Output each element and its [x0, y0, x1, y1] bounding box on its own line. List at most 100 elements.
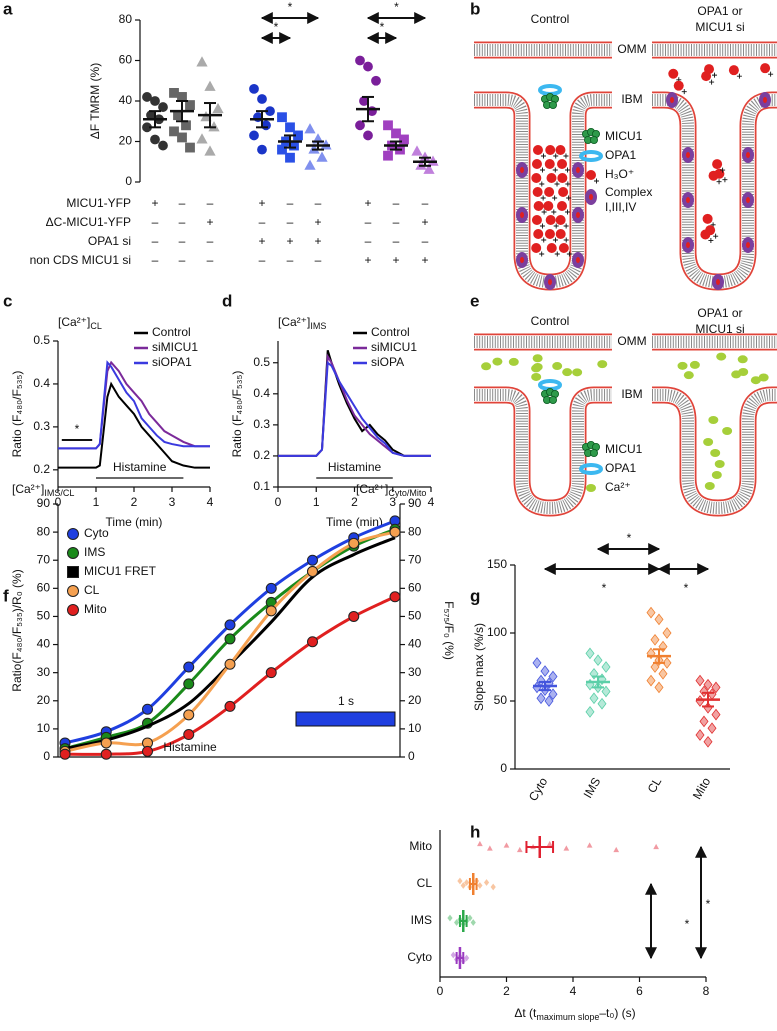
x-tick-label: 3 — [169, 495, 176, 509]
legend-label: MICU1 — [605, 129, 643, 143]
condition-mark: – — [315, 196, 322, 210]
annotation: * — [75, 422, 80, 436]
h3o-plus — [722, 177, 728, 183]
h3o-plus — [565, 167, 571, 173]
h3o-icon — [668, 68, 679, 79]
membrane — [652, 388, 777, 515]
diagram-title: MICU1 si — [695, 322, 744, 336]
complex-core — [576, 212, 580, 218]
x-tick-label: 4 — [207, 495, 214, 509]
data-point — [470, 919, 476, 926]
y-tick-label: 100 — [487, 625, 507, 639]
condition-mark: – — [422, 196, 429, 210]
annotation: Histamine — [113, 460, 167, 474]
data-point — [316, 151, 328, 162]
legend-label: siMICU1 — [371, 340, 417, 354]
data-point — [503, 842, 510, 848]
y-tick-label: 20 — [119, 134, 133, 148]
membrane — [652, 94, 777, 289]
h3o-icon — [531, 215, 542, 225]
complex-core — [686, 242, 690, 248]
ca-icon — [722, 427, 733, 435]
data-point — [653, 843, 659, 850]
condition-mark: + — [364, 196, 371, 210]
y-tick-label: 60 — [37, 581, 51, 595]
ca-icon — [689, 360, 700, 369]
data-point — [391, 128, 401, 139]
condition-mark: – — [422, 234, 429, 248]
condition-mark: – — [393, 196, 400, 210]
y-tick-label: 50 — [37, 609, 51, 623]
h3o-plus — [709, 79, 715, 85]
complex-core — [746, 197, 750, 203]
data-point — [658, 667, 668, 680]
data-point — [447, 914, 453, 922]
y2-axis-label: F₅₇₅/F₀ (%) — [442, 601, 456, 660]
data-point — [169, 126, 179, 137]
x-tick-label: 1 — [313, 495, 320, 509]
h3o-icon — [704, 64, 715, 75]
data-point — [650, 633, 660, 646]
complex-core — [576, 257, 580, 263]
x-tick-label: Mito — [690, 775, 714, 802]
y-tick-label: 30 — [37, 665, 51, 679]
subscript: Cyto/Mito — [388, 488, 426, 498]
opa1-icon — [538, 84, 562, 96]
condition-mark: – — [315, 253, 322, 267]
y-tick-label: IMS — [411, 913, 432, 927]
subscript: CL — [90, 321, 102, 331]
data-point — [142, 703, 153, 715]
x-tick-label: 4 — [570, 984, 577, 998]
opa1-icon — [538, 379, 562, 391]
ca-icon — [714, 460, 725, 468]
complex-core — [576, 167, 580, 173]
data-point — [703, 735, 713, 748]
significance-label: * — [380, 20, 385, 34]
data-point — [183, 709, 195, 721]
legend-swatch — [67, 547, 79, 559]
condition-mark: – — [365, 234, 372, 248]
ca-icon — [711, 471, 722, 479]
condition-mark: – — [179, 253, 186, 267]
y-tick-label: 0.4 — [253, 386, 270, 400]
data-point — [586, 842, 593, 848]
condition-mark: – — [259, 253, 266, 267]
series-line — [58, 360, 210, 450]
complex-core — [548, 279, 552, 285]
complex-core — [520, 212, 524, 218]
legend-label: I,III,IV — [605, 200, 636, 214]
data-point — [548, 670, 558, 683]
data-point — [304, 123, 316, 134]
data-point — [389, 591, 401, 603]
data-point — [411, 145, 423, 156]
h3o-icon — [544, 159, 555, 169]
legend-label: OPA1 — [605, 461, 636, 475]
x-tick-label: IMS — [581, 775, 604, 800]
data-point — [224, 633, 236, 645]
condition-mark: – — [152, 215, 159, 229]
text-part: [Ca²⁺] — [12, 482, 44, 496]
complex-core — [763, 97, 767, 103]
legend-swatch — [67, 604, 79, 616]
legend-label: siOPA — [371, 355, 404, 369]
complex-core — [716, 279, 720, 285]
h3o-icon — [545, 145, 556, 155]
x-tick-label: 2 — [503, 984, 510, 998]
data-point — [363, 130, 373, 141]
membrane-label: OMM — [617, 334, 646, 348]
h3o-icon — [673, 80, 684, 91]
series-line — [58, 381, 210, 469]
data-point — [613, 846, 620, 853]
data-point — [650, 661, 660, 673]
membrane-label: IBM — [621, 387, 642, 401]
h3o-plus — [552, 167, 558, 173]
legend-label: IMS — [84, 545, 105, 559]
h3o-plus — [768, 71, 774, 77]
condition-mark: – — [207, 234, 214, 248]
x-tick-label: Cyto — [526, 775, 551, 804]
ca-icon — [508, 357, 519, 366]
data-point — [516, 846, 523, 853]
h3o-icon — [533, 229, 544, 239]
condition-mark: – — [393, 234, 400, 248]
ca-icon — [758, 373, 769, 382]
